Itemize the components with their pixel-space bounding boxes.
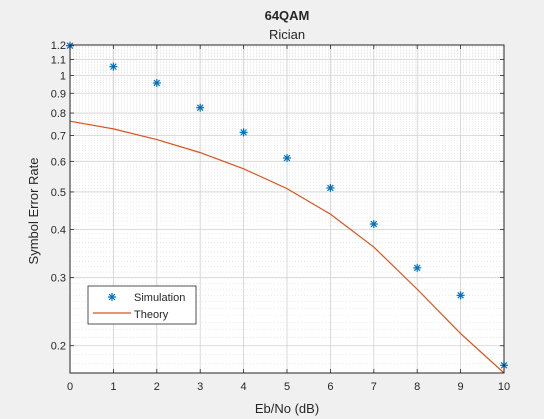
y-tick-label: 0.4	[51, 224, 66, 236]
y-axis-label: Symbol Error Rate	[26, 158, 41, 265]
x-tick-label: 5	[284, 381, 290, 393]
ticks: 0.2 0.3 0.4 0.5 0.6 0.7 0.8 0.9 1 1.1 1.2 0 1 2 3 4 5 6 7 8…	[51, 40, 510, 393]
x-tick-label: 3	[197, 381, 203, 393]
x-tick-label: 10	[498, 381, 510, 393]
chart-title: 64QAM	[265, 8, 310, 23]
simulation-point	[456, 291, 465, 300]
simulation-point	[326, 183, 335, 192]
x-tick-label: 6	[327, 381, 333, 393]
legend-box	[87, 285, 197, 325]
x-tick-label: 2	[154, 381, 160, 393]
y-tick-label: 0.5	[51, 187, 66, 199]
simulation-point	[283, 154, 291, 163]
simulation-point	[109, 62, 118, 71]
y-tick-label: 0.8	[51, 108, 66, 120]
x-tick-label: 0	[67, 381, 73, 393]
y-tick-label: 0.9	[51, 88, 66, 100]
y-tick-label: 1.2	[51, 40, 66, 52]
simulation-point	[196, 103, 205, 112]
legend[interactable]: Simulation Theory	[87, 285, 197, 325]
x-tick-label: 4	[241, 381, 247, 393]
simulation-point	[413, 263, 422, 272]
legend-simulation-label: Simulation	[134, 292, 185, 304]
y-tick-label: 0.3	[51, 273, 66, 285]
legend-theory-label: Theory	[134, 309, 169, 321]
y-tick-label: 0.7	[51, 130, 66, 142]
simulation-point	[369, 220, 378, 229]
x-tick-label: 8	[414, 381, 420, 393]
theory-line	[69, 120, 505, 374]
chart-subtitle: Rician	[269, 27, 305, 42]
legend-simulation-marker	[108, 293, 116, 301]
simulation-point	[239, 128, 248, 137]
y-tick-label: 0.6	[51, 156, 66, 168]
y-tick-label: 1	[60, 71, 66, 83]
legend-asterisk	[108, 293, 116, 301]
y-tick-label: 1.1	[51, 55, 66, 67]
y-tick-label: 0.2	[51, 341, 66, 353]
simulation-point	[152, 78, 161, 87]
x-tick-label: 1	[110, 381, 116, 393]
x-tick-label: 9	[458, 381, 464, 393]
x-axis-label: Eb/No (dB)	[255, 401, 319, 416]
x-tick-label: 7	[371, 381, 377, 393]
